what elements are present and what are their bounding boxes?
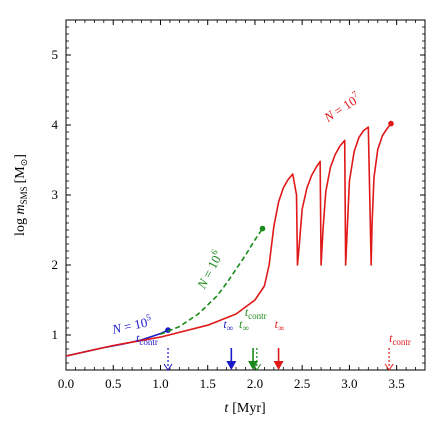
x-tick-label: 0.5 xyxy=(105,376,121,391)
marker-label: t∞ xyxy=(275,317,285,333)
series-label: N = 105 xyxy=(109,312,153,337)
y-tick-label: 2 xyxy=(52,257,59,272)
time-marker: t∞ xyxy=(223,317,237,370)
marker-arrowhead xyxy=(226,361,237,370)
series-line xyxy=(65,123,392,357)
x-tick-label: 3.5 xyxy=(389,376,405,391)
time-marker: tcontr xyxy=(384,331,411,371)
x-tick-label: 1.5 xyxy=(200,376,216,391)
marker-arrowhead xyxy=(273,361,284,370)
x-tick-label: 1.0 xyxy=(152,376,168,391)
y-axis: 1 2 3 4 5 xyxy=(52,19,425,364)
marker-arrowhead xyxy=(252,363,262,371)
series-layer: N = 105 N = 106 N = 107 xyxy=(65,89,394,357)
marker-label: tcontr xyxy=(136,331,158,347)
series-label: N = 106 xyxy=(192,247,227,292)
marker-label: tcontr xyxy=(245,305,267,321)
x-axis-title: t [Myr] xyxy=(224,401,265,416)
x-tick-label: 0.0 xyxy=(58,376,74,391)
marker-arrowhead xyxy=(163,363,173,371)
x-tick-label: 2.0 xyxy=(247,376,263,391)
x-tick-label: 3.0 xyxy=(341,376,357,391)
x-axis: 0.0 0.5 1.0 1.5 2.0 2.5 3.0 3.5 xyxy=(58,20,416,391)
time-marker: tcontr xyxy=(136,331,173,371)
marker-label: t∞ xyxy=(239,317,249,333)
y-tick-label: 5 xyxy=(52,47,59,62)
series-line xyxy=(160,228,264,336)
y-tick-label: 3 xyxy=(52,187,59,202)
series-endpoint xyxy=(388,120,394,127)
y-axis-title: log mSMS[M⊙] xyxy=(13,154,29,236)
time-marker: t∞ xyxy=(239,317,259,370)
time-marker: t∞ xyxy=(273,317,285,370)
time-marker: tcontr xyxy=(245,305,267,371)
y-tick-label: 1 xyxy=(52,327,59,342)
marker-label: tcontr xyxy=(389,331,411,347)
series-label: N = 107 xyxy=(319,89,363,126)
marker-arrowhead xyxy=(384,363,394,371)
series-endpoint xyxy=(259,225,266,232)
marker-arrowhead xyxy=(248,361,259,370)
marker-label: t∞ xyxy=(223,317,233,333)
x-tick-label: 2.5 xyxy=(294,376,310,391)
y-tick-label: 4 xyxy=(52,117,59,132)
